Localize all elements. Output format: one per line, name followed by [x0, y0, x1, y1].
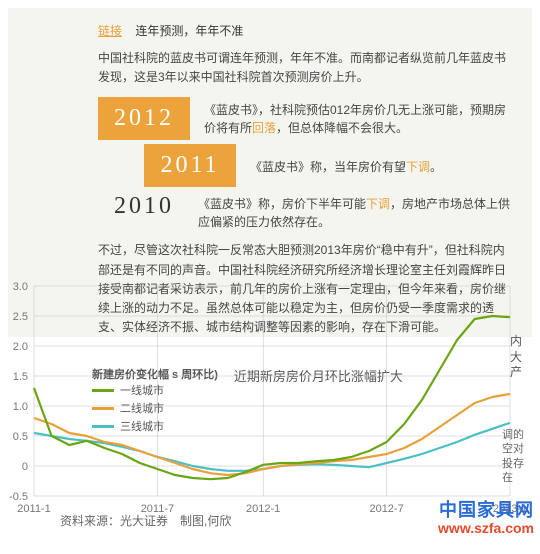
timeline-row-2011: 2011 《蓝皮书》称，当年房价有望下调。	[98, 144, 514, 187]
tl-2011-hl: 下调	[406, 160, 430, 174]
intro-paragraph: 中国社科院的蓝皮书可谓连年预测，年年不准。而南都记者纵览前几年蓝皮书发现，这是3…	[98, 49, 514, 87]
svg-text:2.0: 2.0	[13, 341, 28, 353]
line-chart: -0.500.51.01.52.02.53.02011-12011-72012-…	[0, 278, 540, 530]
svg-text:1.5: 1.5	[13, 371, 28, 383]
source-line: 资料来源：光大证券 制图,何欣	[60, 512, 231, 529]
timeline-text-2011: 《蓝皮书》称，当年房价有望下调。	[236, 144, 514, 176]
svg-text:-0.5: -0.5	[9, 491, 28, 503]
year-badge-2010: 2010	[98, 191, 190, 222]
svg-text:2012-1: 2012-1	[246, 503, 280, 515]
timeline-text-2010: 《蓝皮书》称，房价下半年可能下调，房地产市场总体上供应偏紧的压力依然存在。	[190, 191, 514, 231]
svg-text:1.0: 1.0	[13, 401, 28, 413]
svg-text:2012-7: 2012-7	[369, 503, 403, 515]
timeline: 2012 《蓝皮书》，社科院预估012年房价几无上涨可能，预期房价将有所回落，但…	[98, 97, 514, 231]
tl-2012-b: ，但总体降幅不会很大。	[276, 121, 408, 135]
tl-2012-hl: 回落	[252, 121, 276, 135]
tl-2011-a: 《蓝皮书》称，当年房价有望	[250, 160, 406, 174]
watermark-url: www.szfa.com	[438, 521, 534, 536]
title-row: 链接 连年预测，年年不准	[98, 22, 514, 39]
svg-text:3.0: 3.0	[13, 281, 28, 293]
svg-text:0: 0	[22, 461, 28, 473]
year-badge-2011: 2011	[144, 144, 236, 187]
tl-2010-a: 《蓝皮书》称，房价下半年可能	[198, 197, 366, 211]
side-text-upper: 内大产	[510, 334, 530, 381]
tl-2011-b: 。	[430, 160, 442, 174]
title-text: 连年预测，年年不准	[135, 24, 243, 38]
watermark: 中国家具网 www.szfa.com	[438, 501, 534, 536]
watermark-cn: 中国家具网	[438, 501, 534, 521]
timeline-row-2010: 2010 《蓝皮书》称，房价下半年可能下调，房地产市场总体上供应偏紧的压力依然存…	[98, 191, 514, 231]
svg-text:2011-1: 2011-1	[17, 503, 50, 515]
tl-2010-hl: 下调	[366, 197, 390, 211]
year-badge-2012: 2012	[98, 97, 190, 140]
side-text-lower: 调的空对投存在	[502, 428, 530, 485]
svg-text:0.5: 0.5	[13, 431, 28, 443]
timeline-text-2012: 《蓝皮书》，社科院预估012年房价几无上涨可能，预期房价将有所回落，但总体降幅不…	[190, 97, 514, 137]
source-link[interactable]: 链接	[98, 24, 122, 38]
svg-text:2.5: 2.5	[13, 311, 28, 323]
timeline-row-2012: 2012 《蓝皮书》，社科院预估012年房价几无上涨可能，预期房价将有所回落，但…	[98, 97, 514, 140]
